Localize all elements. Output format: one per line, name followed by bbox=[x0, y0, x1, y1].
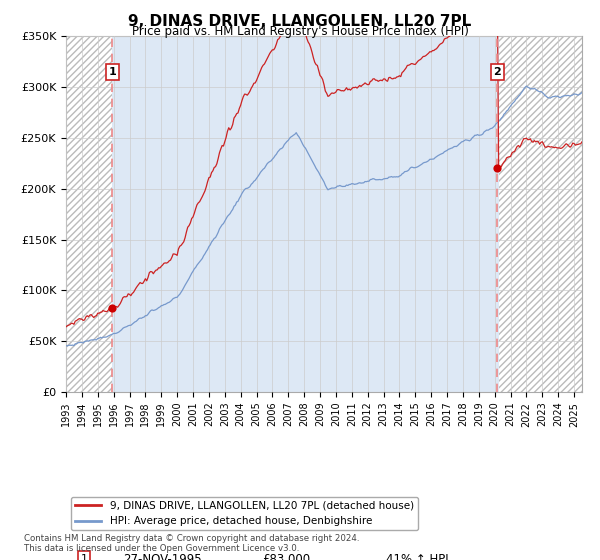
Point bbox=[107, 303, 117, 312]
Legend: 9, DINAS DRIVE, LLANGOLLEN, LL20 7PL (detached house), HPI: Average price, detac: 9, DINAS DRIVE, LLANGOLLEN, LL20 7PL (de… bbox=[71, 497, 418, 530]
Text: 2: 2 bbox=[493, 67, 501, 77]
Text: Contains HM Land Registry data © Crown copyright and database right 2024.
This d: Contains HM Land Registry data © Crown c… bbox=[24, 534, 359, 553]
Point bbox=[493, 164, 502, 173]
Text: 1: 1 bbox=[109, 67, 116, 77]
Text: 41% ↑ HPI: 41% ↑ HPI bbox=[386, 553, 449, 560]
Text: 1: 1 bbox=[80, 554, 88, 560]
Text: 9, DINAS DRIVE, LLANGOLLEN, LL20 7PL: 9, DINAS DRIVE, LLANGOLLEN, LL20 7PL bbox=[128, 14, 472, 29]
Text: Price paid vs. HM Land Registry's House Price Index (HPI): Price paid vs. HM Land Registry's House … bbox=[131, 25, 469, 38]
Text: 27-NOV-1995: 27-NOV-1995 bbox=[123, 553, 202, 560]
Text: £83,000: £83,000 bbox=[262, 553, 310, 560]
